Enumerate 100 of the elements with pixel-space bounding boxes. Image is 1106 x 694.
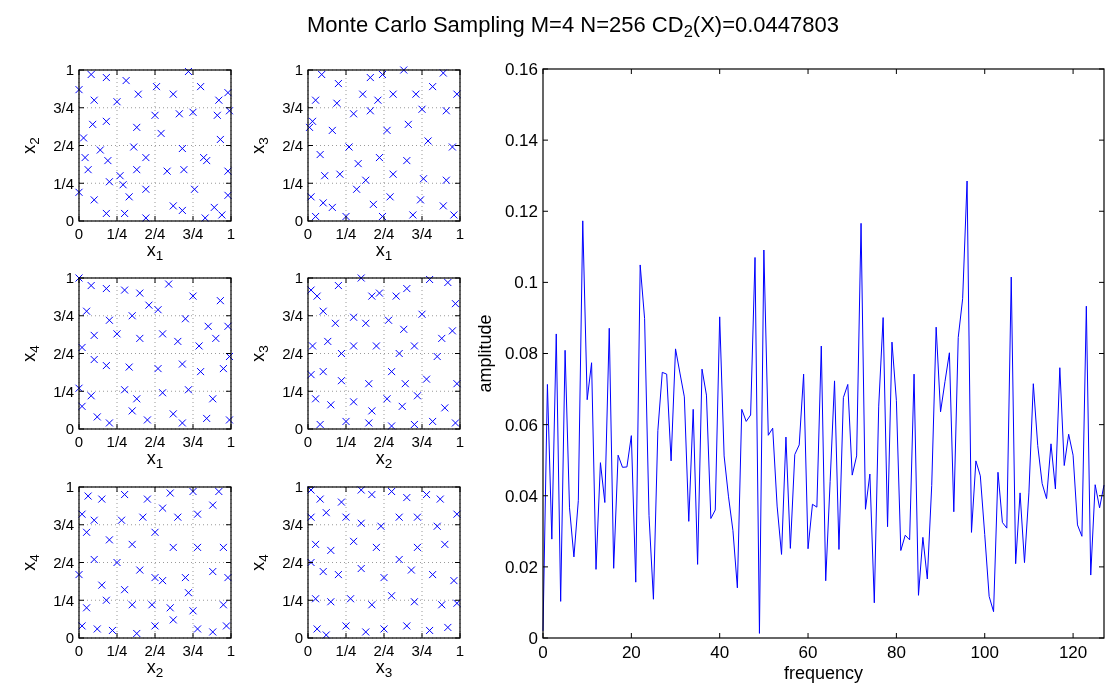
point <box>317 70 326 79</box>
point <box>128 600 137 609</box>
point <box>211 334 220 343</box>
x-axis-title: x$_{2}$ <box>146 657 164 681</box>
x-tick-label: 2/4 <box>373 225 395 242</box>
point <box>367 600 376 609</box>
point <box>120 490 129 499</box>
y-tick-label: 0.16 <box>504 59 538 79</box>
x-tick-label: 3/4 <box>182 225 204 242</box>
x-tick-label: 2/4 <box>144 642 166 659</box>
x-tick-label: 3/4 <box>411 225 433 242</box>
y-tick-label: 1 <box>65 269 74 287</box>
point <box>410 597 419 606</box>
point <box>402 493 411 502</box>
point <box>387 591 396 600</box>
point <box>373 96 382 105</box>
point <box>342 417 350 426</box>
point <box>87 281 96 290</box>
point <box>90 555 99 564</box>
point <box>125 363 134 372</box>
point <box>425 275 434 284</box>
x-tick-label: 3/4 <box>182 433 204 450</box>
point <box>225 106 234 115</box>
point <box>147 600 156 609</box>
point <box>378 70 387 79</box>
point <box>442 176 451 185</box>
point <box>398 402 407 411</box>
point <box>449 210 458 219</box>
x-tick-label: 1/4 <box>335 642 357 659</box>
point <box>223 322 232 331</box>
point <box>316 495 325 504</box>
x-tick-label: 1/4 <box>106 433 128 450</box>
point <box>202 156 211 165</box>
point <box>97 581 106 590</box>
point <box>308 341 317 350</box>
point <box>102 117 111 126</box>
point <box>213 111 222 120</box>
point <box>193 624 202 633</box>
point <box>219 600 228 609</box>
point <box>305 123 314 132</box>
point <box>78 621 87 630</box>
point <box>178 360 187 369</box>
point <box>428 417 437 426</box>
point <box>90 331 99 340</box>
y-tick-label: 2/4 <box>53 136 74 154</box>
point <box>78 402 87 411</box>
point <box>332 99 341 108</box>
point <box>189 606 197 615</box>
x-tick-label: 1/4 <box>106 225 128 242</box>
y-tick-label: 1/4 <box>53 591 74 609</box>
point <box>311 594 320 603</box>
point <box>132 629 141 638</box>
point <box>436 495 445 504</box>
y-tick-label: 1/4 <box>282 174 303 192</box>
point <box>319 307 328 316</box>
y-tick-label: 1/4 <box>282 382 303 400</box>
point <box>84 165 93 174</box>
y-tick-label: 2/4 <box>53 344 74 362</box>
point <box>380 573 388 582</box>
point <box>75 570 83 579</box>
point <box>364 418 373 427</box>
point <box>308 117 317 126</box>
point <box>372 341 381 350</box>
point <box>439 201 448 210</box>
point <box>452 90 461 99</box>
point <box>201 213 210 222</box>
point <box>439 69 448 78</box>
point <box>90 355 99 364</box>
point <box>452 510 461 519</box>
point <box>375 289 384 298</box>
point <box>311 394 320 403</box>
point <box>366 106 375 115</box>
point <box>380 624 388 633</box>
point <box>223 167 232 176</box>
point <box>342 621 350 630</box>
point <box>163 167 172 176</box>
point <box>407 566 416 575</box>
y-tick-label: 1 <box>65 478 74 496</box>
point <box>349 537 358 546</box>
point <box>354 159 363 168</box>
point <box>386 192 395 201</box>
point <box>451 299 460 308</box>
point <box>413 543 422 552</box>
x-tick-label: 1/4 <box>106 642 128 659</box>
point <box>78 510 87 519</box>
y-tick-label: 0 <box>65 629 74 647</box>
point <box>422 375 431 384</box>
point <box>93 624 102 633</box>
point <box>208 394 217 403</box>
point <box>326 546 335 555</box>
point <box>75 85 83 94</box>
x-tick-label: 80 <box>886 643 906 662</box>
point <box>311 540 320 549</box>
point <box>323 337 332 346</box>
point <box>173 513 182 522</box>
point <box>357 486 366 495</box>
point <box>334 570 343 579</box>
point <box>128 406 137 415</box>
point <box>169 90 178 99</box>
point <box>442 106 451 115</box>
